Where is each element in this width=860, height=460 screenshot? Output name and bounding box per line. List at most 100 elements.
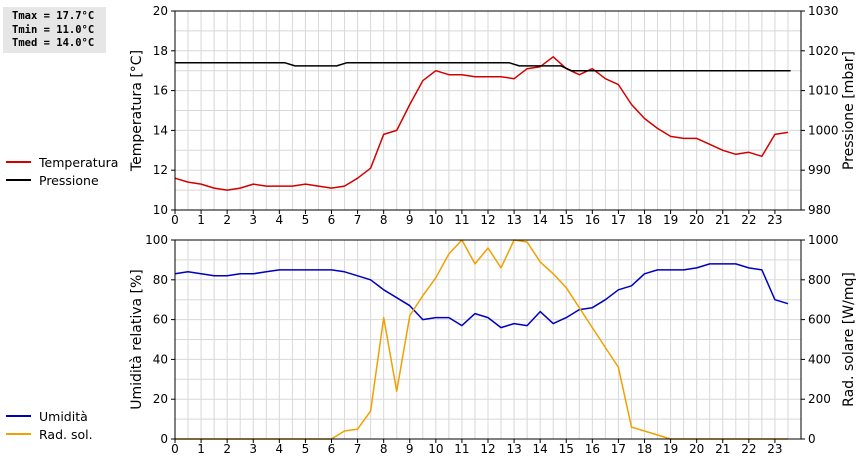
series-line-temperatura — [174, 56, 789, 191]
x-tick-label: 19 — [663, 442, 678, 456]
x-tick-label: 12 — [480, 213, 495, 227]
legend-swatch-radiation — [6, 433, 31, 435]
y-tick-label-left: 10 — [153, 203, 168, 217]
x-tick-label: 6 — [328, 442, 336, 456]
y-tick-label-right: 980 — [808, 203, 831, 217]
legend-item-pressure: Pressione — [6, 171, 118, 189]
y-tick-label-left: 40 — [153, 352, 168, 366]
y-tick-label-right: 1020 — [808, 44, 839, 58]
x-tick-label: 17 — [611, 442, 626, 456]
y-tick-label-right: 990 — [808, 163, 831, 177]
legend-swatch-pressure — [6, 179, 31, 181]
x-tick-label: 2 — [223, 213, 231, 227]
x-tick-label: 18 — [637, 213, 652, 227]
tmax-text: Tmax = 17.7°C — [12, 10, 95, 22]
y-tick-label-right: 1000 — [808, 233, 839, 247]
chart-panel-2: 0 1 2 3 4 5 6 7 8 9 10 11 12 13 14 15 16 17 18 19 20 21 22 2302… — [129, 233, 857, 456]
y-tick-label-right: 800 — [808, 273, 831, 287]
x-tick-label: 16 — [585, 442, 600, 456]
x-tick-label: 5 — [302, 442, 310, 456]
x-tick-label: 22 — [741, 442, 756, 456]
legend-label-radiation: Rad. sol. — [39, 426, 93, 442]
y-tick-label-left: 0 — [160, 432, 168, 446]
x-tick-label: 7 — [354, 442, 362, 456]
chart-panel-1: 0 1 2 3 4 5 6 7 8 9 10 11 12 13 14 15 16 17 18 19 20 21 22 2310… — [129, 4, 857, 227]
legend-label-humidity: Umidità — [39, 408, 88, 424]
y-tick-label-left: 16 — [153, 84, 168, 98]
y-tick-label-right: 1010 — [808, 84, 839, 98]
legend-label-pressure: Pressione — [39, 172, 99, 188]
x-tick-label: 21 — [715, 442, 730, 456]
y-tick-label-left: 14 — [153, 123, 168, 137]
x-tick-label: 15 — [559, 442, 574, 456]
x-tick-label: 11 — [454, 213, 469, 227]
x-tick-label: 23 — [767, 442, 782, 456]
x-tick-label: 18 — [637, 442, 652, 456]
y-tick-label-left: 20 — [153, 392, 168, 406]
legend-item-radiation: Rad. sol. — [6, 425, 93, 443]
x-tick-label: 1 — [197, 442, 205, 456]
legend-item-temperature: Temperatura — [6, 153, 118, 171]
x-tick-label: 15 — [559, 213, 574, 227]
x-tick-label: 7 — [354, 213, 362, 227]
x-tick-label: 21 — [715, 213, 730, 227]
y-axis-title-left: Umidità relativa [%] — [129, 269, 145, 410]
x-tick-label: 23 — [767, 213, 782, 227]
x-tick-label: 1 — [197, 213, 205, 227]
stats-box: Tmax = 17.7°C Tmin = 11.0°C Tmed = 14.0°… — [3, 7, 106, 53]
x-tick-label: 22 — [741, 213, 756, 227]
y-axis-title-right: Pressione [mbar] — [841, 51, 857, 170]
y-tick-label-left: 12 — [153, 163, 168, 177]
x-tick-label: 4 — [276, 213, 284, 227]
x-tick-label: 11 — [454, 442, 469, 456]
x-tick-label: 4 — [276, 442, 284, 456]
x-tick-label: 9 — [406, 442, 414, 456]
x-tick-label: 8 — [380, 213, 388, 227]
y-tick-label-right: 0 — [808, 432, 816, 446]
x-tick-label: 3 — [249, 213, 257, 227]
x-tick-label: 13 — [506, 213, 521, 227]
x-tick-label: 16 — [585, 213, 600, 227]
x-tick-label: 20 — [689, 213, 704, 227]
legend-bottom: Umidità Rad. sol. — [6, 407, 93, 443]
legend-swatch-temperature — [6, 161, 31, 163]
x-tick-label: 2 — [223, 442, 231, 456]
tmin-text: Tmin = 11.0°C — [12, 23, 95, 36]
x-tick-label: 20 — [689, 442, 704, 456]
x-tick-label: 0 — [171, 442, 179, 456]
y-tick-label-right: 200 — [808, 392, 831, 406]
x-tick-label: 3 — [249, 442, 257, 456]
y-tick-label-right: 1000 — [808, 123, 839, 137]
y-axis-title-right: Rad. solare [W/mq] — [841, 272, 857, 407]
x-tick-label: 19 — [663, 213, 678, 227]
y-tick-label-right: 600 — [808, 313, 831, 327]
x-tick-label: 10 — [428, 442, 443, 456]
series-line-pressione — [175, 61, 791, 72]
legend-label-temperature: Temperatura — [39, 154, 119, 170]
y-tick-label-right: 400 — [808, 352, 831, 366]
y-axis-title-left: Temperatura [°C] — [129, 50, 145, 172]
x-tick-label: 10 — [428, 213, 443, 227]
x-tick-label: 17 — [611, 213, 626, 227]
x-tick-label: 5 — [302, 213, 310, 227]
y-tick-label-left: 100 — [145, 233, 168, 247]
y-tick-label-left: 18 — [153, 44, 168, 58]
x-tick-label: 13 — [506, 442, 521, 456]
legend-swatch-humidity — [6, 415, 31, 417]
x-tick-label: 12 — [480, 442, 495, 456]
y-tick-label-left: 60 — [153, 313, 168, 327]
series-line-umidit — [174, 263, 789, 329]
x-tick-label: 0 — [171, 213, 179, 227]
x-tick-label: 8 — [380, 442, 388, 456]
tmed-text: Tmed = 14.0°C — [12, 37, 95, 49]
legend-item-humidity: Umidità — [6, 407, 93, 425]
y-tick-label-right: 1030 — [808, 4, 839, 18]
legend-top: Temperatura Pressione — [6, 153, 118, 189]
x-tick-label: 6 — [328, 213, 336, 227]
y-tick-label-left: 20 — [153, 4, 168, 18]
x-tick-label: 9 — [406, 213, 414, 227]
x-tick-label: 14 — [533, 213, 548, 227]
x-tick-label: 14 — [533, 442, 548, 456]
y-tick-label-left: 80 — [153, 273, 168, 287]
